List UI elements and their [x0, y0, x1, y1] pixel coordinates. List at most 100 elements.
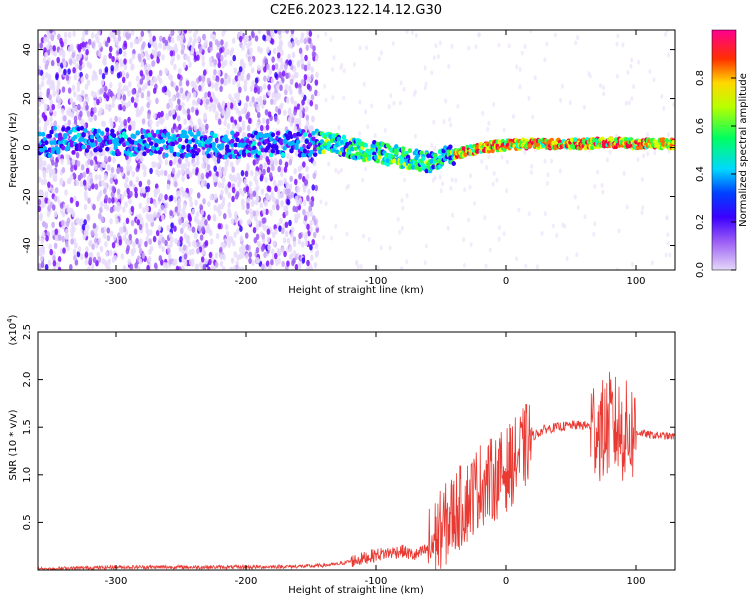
heatmap-cell	[311, 115, 315, 122]
heatmap-cell	[432, 119, 436, 125]
heatmap-cell	[116, 167, 121, 174]
heatmap-cell	[329, 235, 333, 241]
heatmap-cell	[261, 217, 266, 224]
heatmap-cell	[251, 96, 256, 103]
heatmap-cell	[304, 231, 308, 239]
heatmap-cell	[238, 177, 242, 184]
heatmap-cell	[204, 91, 208, 99]
heatmap-cell	[278, 45, 283, 53]
heatmap-cell	[205, 172, 210, 179]
heatmap-cell	[171, 95, 176, 102]
heatmap-cell	[221, 103, 225, 110]
heatmap-cell	[131, 170, 136, 178]
heatmap-cell	[463, 187, 467, 193]
heatmap-cell	[136, 37, 141, 44]
heatmap-cell	[341, 152, 347, 157]
heatmap-cell	[116, 201, 121, 208]
heatmap-cell	[423, 65, 427, 71]
heatmap-cell	[446, 225, 450, 231]
heatmap-cell	[125, 31, 129, 39]
heatmap-cell	[273, 157, 278, 164]
heatmap-cell	[56, 56, 60, 64]
heatmap-cell	[49, 115, 53, 123]
heatmap-cell	[237, 266, 241, 270]
heatmap-cell	[270, 132, 276, 138]
heatmap-cell	[139, 70, 144, 77]
heatmap-cell	[502, 231, 506, 237]
heatmap-cell	[65, 153, 70, 160]
heatmap-cell	[273, 30, 278, 34]
heatmap-cell	[275, 204, 280, 211]
heatmap-cell	[56, 124, 61, 132]
heatmap-cell	[193, 216, 198, 223]
heatmap-cell	[83, 203, 88, 211]
heatmap-cell	[44, 51, 48, 59]
heatmap-cell	[392, 100, 396, 106]
heatmap-cell	[70, 231, 75, 238]
heatmap-cell	[83, 219, 87, 226]
heatmap-cell	[255, 246, 260, 254]
heatmap-cell	[307, 133, 313, 138]
heatmap-cell	[249, 85, 254, 92]
heatmap-cell	[45, 119, 50, 126]
heatmap-cell	[141, 118, 146, 125]
heatmap-cell	[190, 45, 195, 52]
heatmap-cell	[78, 96, 83, 103]
heatmap-cell	[175, 85, 179, 92]
heatmap-cell	[100, 79, 105, 86]
heatmap-cell	[63, 38, 68, 45]
heatmap-cell	[454, 177, 458, 183]
heatmap-cell	[251, 259, 255, 266]
heatmap-cell	[157, 111, 161, 119]
heatmap-cell	[54, 235, 59, 242]
heatmap-cell	[44, 72, 49, 79]
heatmap-cell	[305, 165, 309, 173]
heatmap-cell	[302, 161, 306, 168]
heatmap-cell	[541, 143, 546, 148]
spectrogram-y-label: Frequency (Hz)	[8, 112, 19, 188]
heatmap-cell	[234, 216, 239, 223]
heatmap-cell	[310, 66, 315, 73]
heatmap-cell	[93, 114, 98, 121]
heatmap-cell	[283, 109, 287, 116]
heatmap-cell	[76, 85, 81, 93]
heatmap-cell	[507, 43, 511, 49]
heatmap-cell	[152, 35, 156, 42]
heatmap-cell	[518, 66, 522, 72]
heatmap-cell	[431, 177, 435, 183]
heatmap-cell	[118, 82, 122, 89]
heatmap-cell	[189, 200, 194, 208]
heatmap-cell	[40, 255, 44, 262]
heatmap-cell	[424, 168, 429, 174]
heatmap-cell	[51, 168, 56, 176]
heatmap-cell	[350, 146, 355, 152]
heatmap-cell	[52, 260, 57, 267]
heatmap-cell	[258, 85, 263, 93]
heatmap-cell	[574, 40, 578, 46]
heatmap-cell	[79, 180, 84, 188]
heatmap-cell	[188, 258, 193, 266]
heatmap-cell	[264, 200, 268, 207]
heatmap-cell	[79, 125, 85, 131]
heatmap-cell	[243, 107, 247, 115]
snr-multiplier: (x104)	[6, 314, 19, 345]
heatmap-cell	[294, 37, 298, 44]
heatmap-cell	[156, 170, 161, 178]
heatmap-cell	[250, 149, 255, 155]
heatmap-cell	[64, 189, 68, 196]
heatmap-cell	[40, 98, 45, 105]
heatmap-cell	[100, 179, 105, 187]
heatmap-cell	[495, 177, 499, 183]
heatmap-cell	[257, 64, 261, 72]
heatmap-cell	[468, 144, 473, 149]
heatmap-cell	[177, 206, 182, 213]
heatmap-cell	[389, 93, 393, 99]
heatmap-cell	[311, 136, 316, 142]
heatmap-cell	[209, 32, 214, 40]
heatmap-cell	[122, 94, 127, 101]
heatmap-cell	[62, 247, 66, 254]
heatmap-cell	[184, 138, 189, 144]
heatmap-cell	[69, 142, 75, 148]
heatmap-cell	[219, 47, 223, 54]
heatmap-cell	[250, 67, 255, 74]
